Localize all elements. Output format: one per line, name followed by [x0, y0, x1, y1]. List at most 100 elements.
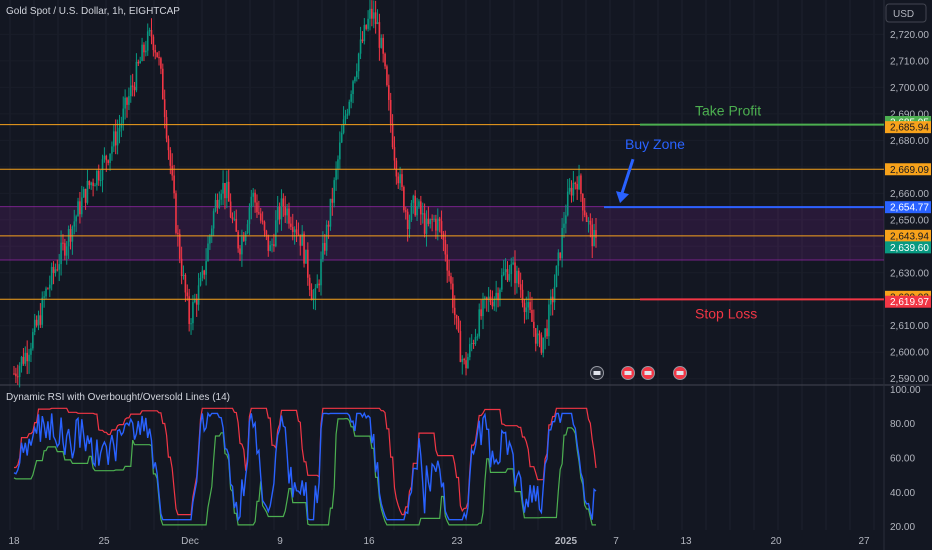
- candle-body: [461, 359, 464, 362]
- candle-body: [62, 242, 64, 244]
- candle-body: [15, 373, 17, 377]
- candle-body: [335, 168, 337, 181]
- level-badge: 2,685.94: [890, 123, 929, 134]
- candle-body: [585, 215, 588, 222]
- candle-body: [533, 321, 535, 329]
- candle-body: [544, 328, 546, 338]
- candle-body: [549, 296, 552, 305]
- candle-body: [410, 202, 413, 220]
- candle-body: [525, 307, 528, 313]
- candle-body: [269, 245, 271, 251]
- candle-body: [182, 274, 185, 277]
- candle-body: [395, 160, 398, 177]
- candle-body: [86, 180, 89, 203]
- candle-body: [73, 221, 76, 227]
- candle-body: [212, 211, 215, 229]
- candle-body: [242, 236, 245, 241]
- candle-body: [163, 99, 166, 118]
- candle-body: [224, 182, 226, 199]
- candle-body: [297, 233, 300, 235]
- candle-body: [433, 218, 435, 220]
- candle-body: [307, 249, 309, 278]
- candle-body: [582, 193, 584, 211]
- time-axis[interactable]: 18 25 Dec 9 16 23 2025 7 13 20 27: [8, 536, 870, 547]
- last-price-badge: 2,639.60: [890, 243, 929, 254]
- candle-body: [397, 176, 400, 184]
- candle-body: [259, 213, 262, 221]
- candle-body: [589, 220, 592, 225]
- candle-body: [201, 270, 204, 278]
- candle-body: [352, 81, 354, 95]
- candle-body: [71, 226, 74, 242]
- rsi-axis[interactable]: 20.00 40.00 60.00 80.00 100.00: [890, 385, 921, 533]
- candle-body: [444, 239, 447, 255]
- candle-body: [222, 182, 224, 194]
- time-tick-label: 20: [770, 536, 782, 547]
- candle-body: [354, 77, 356, 82]
- candle-body: [453, 307, 456, 316]
- candle-body: [284, 206, 287, 216]
- candle-body: [75, 216, 77, 222]
- candle-body: [316, 283, 319, 289]
- candle-body: [237, 231, 239, 249]
- level-badge-bg: [885, 163, 931, 176]
- candle-body: [435, 218, 437, 231]
- candle-body: [58, 264, 61, 270]
- candle-body: [48, 284, 51, 289]
- candle-body: [331, 198, 334, 203]
- candle-body: [557, 252, 560, 266]
- candle-body: [167, 138, 170, 151]
- overbought-line: [14, 407, 597, 516]
- candle-body: [459, 331, 462, 362]
- candle-body: [574, 182, 577, 184]
- annotations: Take Profit Buy Zone Stop Loss: [604, 103, 884, 321]
- candle-body: [484, 297, 486, 300]
- candle-body: [423, 213, 426, 234]
- candle-body: [280, 198, 283, 220]
- candle-body: [92, 182, 94, 186]
- lightning-event-icon-stripe: [593, 371, 601, 375]
- currency-label: USD: [893, 9, 914, 20]
- candle-body: [241, 236, 243, 255]
- level-badge: 2,669.09: [890, 165, 929, 176]
- candle-body: [380, 37, 383, 48]
- candle-body: [565, 215, 567, 224]
- events: [590, 366, 687, 380]
- candle-body: [403, 187, 405, 211]
- candle-body: [235, 218, 238, 232]
- candle-body: [305, 249, 307, 264]
- candle-body: [209, 236, 211, 244]
- candle-body: [348, 101, 351, 114]
- candle-body: [404, 210, 407, 212]
- candle-body: [406, 211, 409, 230]
- candle-body: [90, 182, 93, 186]
- candle-body: [94, 185, 96, 187]
- candle-body: [391, 123, 394, 148]
- candle-body: [169, 150, 172, 166]
- candle-body: [476, 336, 479, 338]
- candle-body: [501, 275, 503, 290]
- candle-body: [128, 96, 130, 105]
- candle-body: [67, 229, 70, 247]
- candle-body: [290, 223, 292, 227]
- candle-body: [13, 373, 15, 375]
- candle-body: [295, 229, 298, 234]
- candle-body: [50, 266, 53, 285]
- buy-zone-badge: 2,654.77: [890, 203, 929, 214]
- candle-body: [363, 25, 366, 42]
- take-profit-label: Take Profit: [695, 103, 761, 119]
- candle-body: [429, 218, 432, 224]
- price-badges: 2,685.952,685.942,669.092,654.772,643.94…: [885, 115, 931, 308]
- rsi-pane: [13, 407, 597, 526]
- candle-body: [22, 356, 25, 364]
- candle-body: [141, 44, 143, 61]
- candle-body: [436, 218, 439, 231]
- price-tick-label: 2,600.00: [890, 348, 929, 359]
- candle-body: [195, 298, 198, 305]
- candle-body: [570, 187, 573, 196]
- candle-body: [84, 188, 87, 203]
- candle-body: [96, 170, 98, 186]
- buy-zone-arrowhead-icon: [616, 191, 629, 204]
- currency-button[interactable]: USD: [885, 3, 927, 23]
